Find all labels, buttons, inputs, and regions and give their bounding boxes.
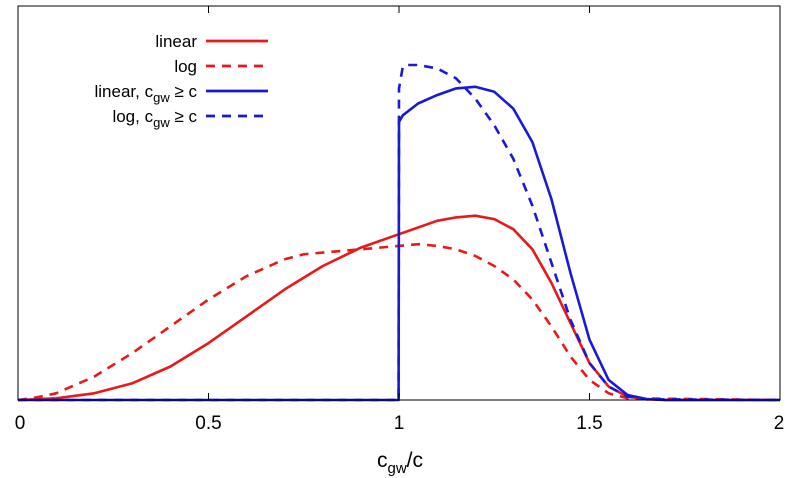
- x-tick-label: 1: [394, 413, 405, 434]
- plot-lines: [17, 63, 781, 402]
- series-line-1: [17, 242, 781, 402]
- x-tick-label: 0.5: [195, 413, 221, 434]
- legend-label-2: linear, cgw ≥ c: [95, 82, 198, 105]
- x-tick-label: 1.5: [576, 413, 602, 434]
- x-tick-label: 2: [774, 413, 785, 434]
- x-axis-label: cgw/c: [377, 449, 423, 477]
- x-tick-label: 0: [15, 413, 26, 434]
- legend-label-3: log, cgw ≥ c: [112, 107, 197, 130]
- legend-label-1: log: [174, 57, 197, 76]
- series-line-0: [17, 214, 780, 402]
- x-ticks: 0 0.5 1 1.5 2: [15, 6, 785, 434]
- series-line-2: [18, 85, 780, 402]
- legend-label-0: linear: [155, 32, 197, 51]
